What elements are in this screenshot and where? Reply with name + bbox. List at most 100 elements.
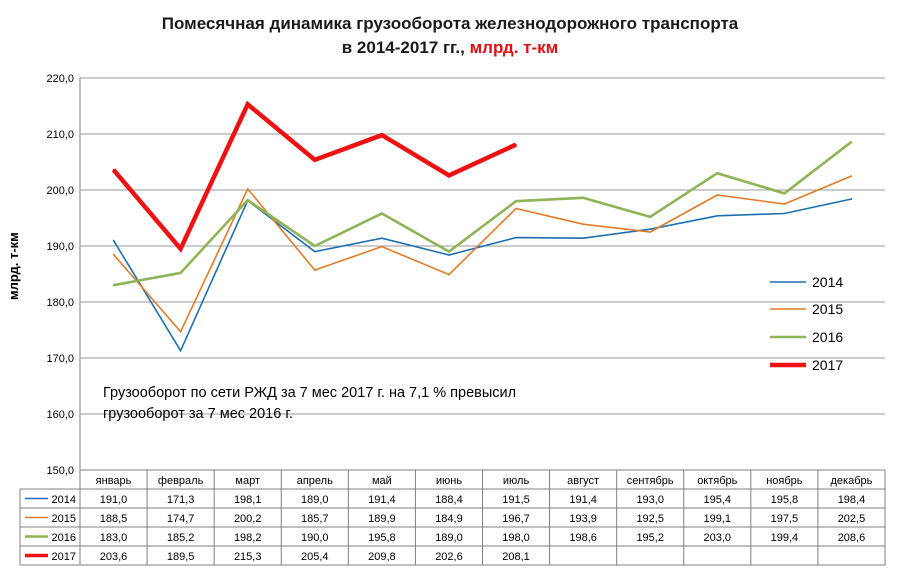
data-point [783, 203, 786, 205]
data-point [515, 236, 517, 239]
table-value: 215,3 [234, 551, 262, 563]
table-value: 191,5 [502, 494, 530, 506]
data-point [112, 169, 115, 171]
table-value: 183,0 [100, 532, 128, 544]
data-point [649, 231, 652, 233]
data-point [783, 212, 786, 215]
table-value: 195,8 [368, 532, 396, 544]
y-tick-label: 220,0 [46, 73, 74, 85]
table-value: 198,4 [838, 494, 866, 506]
data-point [179, 349, 182, 352]
x-category-label: февраль [158, 475, 204, 487]
annotation-line2: грузооборот за 7 мес 2016 г. [103, 406, 293, 422]
table-series-name: 2015 [52, 513, 76, 525]
table-value: 200,2 [234, 513, 262, 525]
data-point [448, 174, 450, 177]
chart-title-line1: Помесячная динамика грузооборота железно… [161, 14, 739, 33]
series-line-2016 [113, 140, 853, 287]
annotation-line1: Грузооборот по сети РЖД за 7 мес 2017 г.… [103, 385, 517, 401]
table-value: 198,0 [502, 532, 530, 544]
table-value: 198,6 [569, 532, 597, 544]
data-point [448, 273, 450, 276]
table-value: 189,0 [301, 494, 329, 506]
table-value: 195,8 [771, 494, 799, 506]
table-value: 202,6 [435, 551, 463, 563]
table-value: 191,0 [100, 494, 128, 506]
data-point [649, 228, 652, 230]
legend-label: 2017 [812, 357, 843, 373]
table-value: 188,4 [435, 494, 463, 506]
data-point [850, 198, 853, 200]
y-tick-label: 180,0 [46, 297, 74, 309]
data-point [515, 207, 517, 210]
data-point [246, 103, 249, 106]
y-tick-label: 190,0 [46, 241, 74, 253]
table-value: 185,2 [167, 532, 195, 544]
data-point [313, 245, 316, 247]
table-value: 195,2 [636, 532, 664, 544]
data-point [381, 237, 383, 239]
table-value: 196,7 [502, 513, 530, 525]
table-value: 198,1 [234, 494, 262, 506]
data-point [246, 188, 249, 190]
table-value: 192,5 [636, 513, 664, 525]
data-point [716, 194, 719, 196]
table-value: 197,5 [771, 513, 799, 525]
x-category-label: январь [96, 475, 132, 487]
y-tick-label: 160,0 [46, 409, 74, 421]
data-point [112, 253, 115, 256]
table-value: 202,5 [838, 513, 866, 525]
data-point [112, 239, 115, 242]
table-value: 195,4 [704, 494, 732, 506]
table-value: 171,3 [167, 494, 195, 506]
data-point [381, 212, 383, 215]
x-category-label: май [372, 475, 392, 487]
chart-title-unit: млрд. т-км [469, 38, 559, 57]
data-point [582, 223, 584, 225]
data-point [716, 172, 719, 174]
table-value: 189,9 [368, 513, 396, 525]
data-point [515, 200, 517, 202]
series-line-2017 [111, 100, 517, 253]
table-value: 188,5 [100, 513, 128, 525]
table-value: 189,0 [435, 532, 463, 544]
data-point [582, 237, 584, 239]
table-value: 191,4 [569, 494, 597, 506]
data-point [381, 134, 383, 136]
table-value: 190,0 [301, 532, 329, 544]
data-point [448, 250, 450, 253]
data-point [381, 245, 383, 248]
data-point [515, 143, 517, 146]
data-point [582, 197, 584, 199]
chart-title: Помесячная динамика грузооборота железно… [0, 12, 900, 60]
x-category-label: ноябрь [766, 475, 803, 487]
data-point [716, 214, 719, 217]
data-point [313, 250, 316, 253]
y-axis-label: млрд. т-км [6, 232, 21, 300]
legend-label: 2015 [812, 301, 843, 317]
table-series-name: 2017 [52, 551, 76, 563]
data-point [179, 272, 182, 274]
table-value: 193,0 [636, 494, 664, 506]
table-value: 189,5 [167, 551, 195, 563]
y-tick-label: 150,0 [46, 465, 74, 477]
x-category-label: октябрь [697, 475, 737, 487]
data-point [179, 330, 182, 333]
table-value: 199,4 [771, 532, 799, 544]
x-category-label: июнь [436, 475, 462, 487]
y-tick-label: 200,0 [46, 185, 74, 197]
table-value: 203,0 [704, 532, 732, 544]
y-tick-label: 210,0 [46, 129, 74, 141]
table-series-name: 2014 [52, 494, 76, 506]
chart-annotation: Грузооборот по сети РЖД за 7 мес 2017 г.… [103, 383, 573, 425]
table-value: 185,7 [301, 513, 329, 525]
data-point [246, 199, 249, 201]
table-value: 193,9 [569, 513, 597, 525]
table-value: 184,9 [435, 513, 463, 525]
chart-title-line2-main: в 2014-2017 гг., [341, 38, 470, 57]
data-point [649, 216, 652, 218]
legend-label: 2016 [812, 329, 843, 345]
table-series-name: 2016 [52, 532, 76, 544]
table-value: 174,7 [167, 513, 195, 525]
